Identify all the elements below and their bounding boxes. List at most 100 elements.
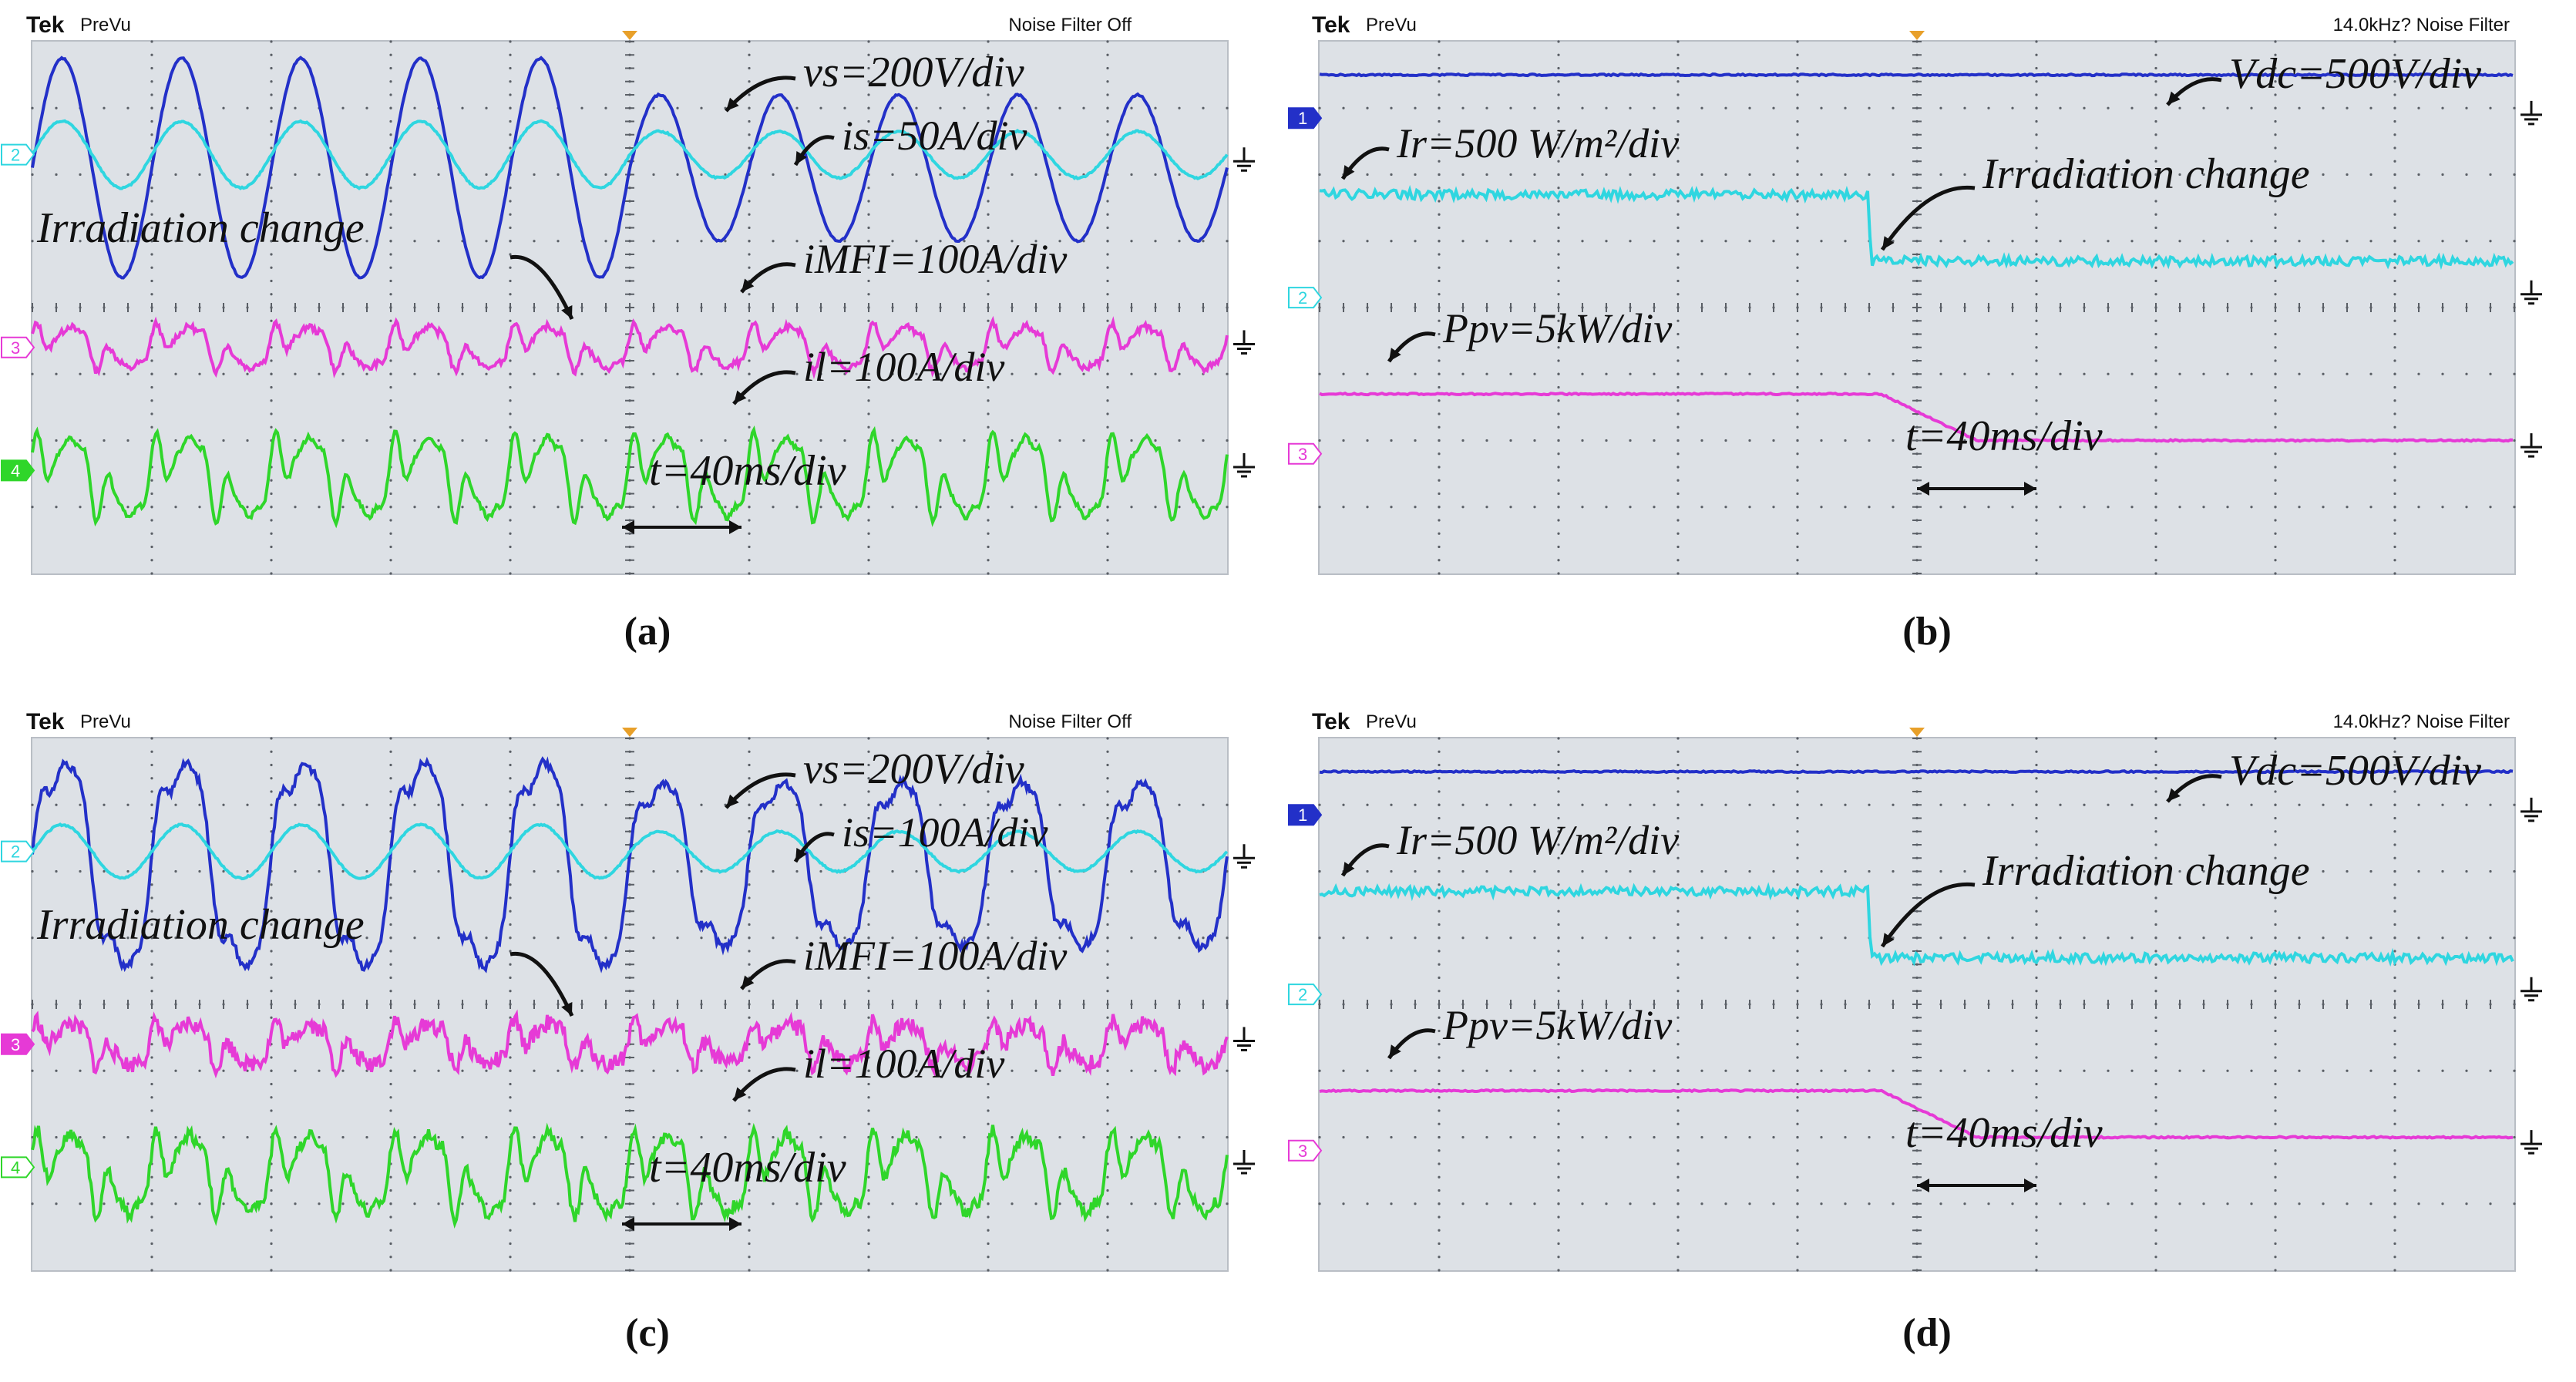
grid-dot — [1557, 1175, 1560, 1179]
grid-dot — [2035, 737, 2038, 740]
grid-dot — [867, 506, 870, 509]
grid-dot — [1011, 936, 1014, 940]
grid-dot — [1557, 279, 1560, 283]
grid-dot — [1438, 53, 1441, 56]
grid-dot — [509, 1175, 512, 1179]
grid-dot — [987, 187, 990, 190]
grid-dot — [1011, 1069, 1014, 1072]
grid-dot — [2513, 936, 2516, 940]
grid-dot — [509, 80, 512, 83]
grid-dot — [2274, 359, 2277, 362]
grid-dot — [1892, 439, 1895, 442]
grid-dot — [2035, 1056, 2038, 1059]
grid-dot — [270, 803, 273, 806]
grid-dot — [1226, 1202, 1229, 1205]
grid-dot — [2035, 506, 2038, 509]
grid-dot — [1581, 803, 1584, 806]
grid-dot — [1106, 492, 1109, 496]
grid-dot — [509, 266, 512, 269]
grid-dot — [174, 173, 177, 177]
grid-dot — [1796, 1096, 1799, 1099]
grid-dot — [676, 869, 679, 873]
grid-dot — [795, 1202, 799, 1205]
grid-dot — [2035, 133, 2038, 136]
grid-dot — [987, 66, 990, 70]
grid-dot — [867, 1189, 870, 1192]
grid-dot — [987, 226, 990, 230]
grid-dot — [1557, 200, 1560, 203]
grid-dot — [31, 1069, 34, 1072]
grid-dot — [318, 506, 321, 509]
grid-dot — [867, 990, 870, 993]
grid-dot — [1700, 936, 1703, 940]
grid-dot — [1058, 936, 1061, 940]
grid-dot — [867, 187, 870, 190]
grid-dot — [867, 737, 870, 740]
grid-dot — [2083, 869, 2086, 873]
grid-dot — [1939, 803, 1942, 806]
grid-dot — [2274, 492, 2277, 496]
grid-dot — [1820, 106, 1823, 109]
grid-dot — [1226, 506, 1229, 509]
grid-dot — [1557, 737, 1560, 740]
grid-dot — [150, 346, 153, 349]
grid-dot — [2393, 545, 2396, 549]
grid-dot — [1796, 1109, 1799, 1112]
grid-dot — [2083, 506, 2086, 509]
grid-dot — [79, 936, 82, 940]
grid-dot — [1082, 106, 1085, 109]
grid-dot — [2322, 173, 2325, 177]
grid-dot — [389, 750, 392, 753]
grid-dot — [819, 372, 822, 375]
grid-dot — [246, 1135, 249, 1139]
grid-dot — [2393, 950, 2396, 953]
grid-dot — [819, 936, 822, 940]
grid-dot — [748, 53, 751, 56]
grid-dot — [341, 1135, 345, 1139]
arrow-il-head — [734, 390, 747, 404]
grid-dot — [437, 240, 440, 243]
grid-dot — [1011, 240, 1014, 243]
grid-dot — [987, 279, 990, 283]
grid-dot — [2154, 1109, 2157, 1112]
grid-dot — [2178, 173, 2181, 177]
grid-dot — [437, 372, 440, 375]
label-time-scale: t=40ms/div — [1905, 1109, 2103, 1157]
grid-dot — [389, 372, 392, 375]
grid-dot — [2154, 816, 2157, 820]
grid-dot — [1414, 803, 1417, 806]
grid-dot — [2274, 279, 2277, 283]
grid-dot — [389, 66, 392, 70]
grid-dot — [461, 506, 464, 509]
grid-dot — [2035, 1043, 2038, 1046]
grid-dot — [2274, 1029, 2277, 1033]
grid-dot — [2226, 240, 2229, 243]
channel-marker-label: 1 — [1298, 109, 1307, 128]
channel-marker — [1, 143, 35, 166]
grid-dot — [819, 1069, 822, 1072]
grid-dot — [652, 1069, 655, 1072]
grid-dot — [1557, 1096, 1560, 1099]
grid-dot — [1581, 1069, 1584, 1072]
grid-dot — [174, 1202, 177, 1205]
grid-dot — [1557, 777, 1560, 780]
grid-dot — [1676, 990, 1680, 993]
grid-dot — [2130, 936, 2134, 940]
grid-dot — [1796, 1256, 1799, 1259]
grid-dot — [1796, 506, 1799, 509]
grid-dot — [1939, 240, 1942, 243]
grid-dot — [2393, 910, 2396, 913]
grid-dot — [1557, 53, 1560, 56]
grid-dot — [389, 532, 392, 535]
grid-dot — [748, 492, 751, 496]
channel-marker — [1288, 804, 1323, 826]
grid-dot — [2393, 750, 2396, 753]
grid-dot — [270, 1202, 273, 1205]
grid-dot — [389, 53, 392, 56]
grid-dot — [31, 106, 34, 109]
grid-dot — [1796, 213, 1799, 216]
grid-dot — [270, 950, 273, 953]
grid-dot — [867, 763, 870, 767]
grid-dot — [485, 372, 488, 375]
grid-dot — [1154, 372, 1157, 375]
